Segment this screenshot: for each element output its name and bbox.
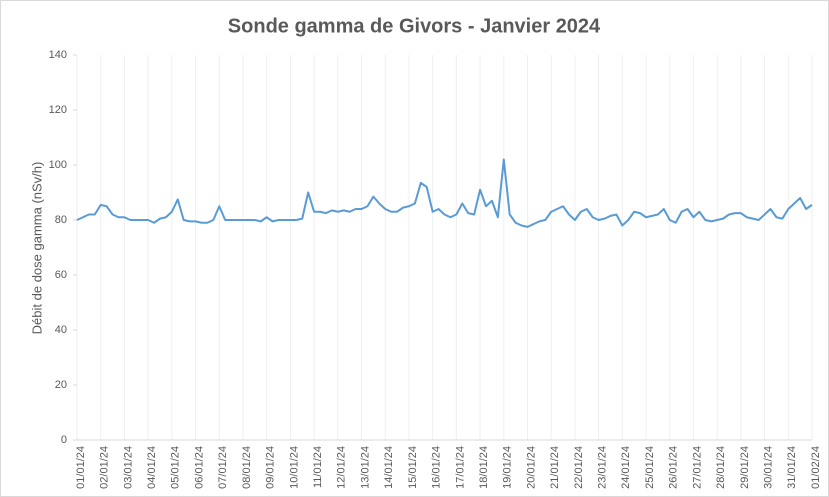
y-tick-label: 100 [49, 159, 67, 171]
x-tick-label: 08/01/24 [241, 446, 253, 489]
x-tick-label: 09/01/24 [265, 446, 277, 489]
x-tick-label: 13/01/24 [359, 446, 371, 489]
x-tick-label: 14/01/24 [383, 446, 395, 489]
y-axis-label: Débit de dose gamma (nSv/h) [29, 162, 44, 335]
x-tick-label: 30/01/24 [762, 446, 774, 489]
x-tick-label: 28/01/24 [715, 446, 727, 489]
x-tick-label: 17/01/24 [454, 446, 466, 489]
x-tick-label: 01/02/24 [810, 446, 822, 489]
x-tick-label: 01/01/24 [75, 446, 87, 489]
y-tick-label: 140 [49, 49, 67, 61]
x-tick-label: 05/01/24 [170, 446, 182, 489]
x-tick-label: 23/01/24 [597, 446, 609, 489]
x-tick-label: 25/01/24 [644, 446, 656, 489]
y-tick-label: 120 [49, 104, 67, 116]
y-tick-label: 80 [55, 214, 67, 226]
x-tick-label: 29/01/24 [739, 446, 751, 489]
x-tick-label: 11/01/24 [312, 446, 324, 488]
y-tick-label: 0 [61, 434, 67, 446]
x-tick-label: 26/01/24 [668, 446, 680, 489]
x-tick-label: 18/01/24 [478, 446, 490, 489]
x-tick-label: 12/01/24 [336, 446, 348, 489]
x-tick-label: 27/01/24 [691, 446, 703, 489]
x-tick-label: 07/01/24 [217, 446, 229, 489]
x-tick-label: 31/01/24 [786, 446, 798, 489]
x-tick-label: 20/01/24 [525, 446, 537, 489]
x-tick-label: 24/01/24 [620, 446, 632, 489]
x-tick-label: 22/01/24 [573, 446, 585, 489]
x-tick-label: 04/01/24 [146, 446, 158, 489]
x-tick-label: 19/01/24 [502, 446, 514, 489]
x-tick-label: 02/01/24 [99, 446, 111, 489]
x-tick-label: 10/01/24 [288, 446, 300, 489]
x-tick-label: 03/01/24 [122, 446, 134, 489]
data-line [76, 158, 813, 228]
x-tick-label: 06/01/24 [193, 446, 205, 489]
y-tick-label: 40 [55, 324, 67, 336]
y-tick-label: 20 [55, 379, 67, 391]
chart-title: Sonde gamma de Givors - Janvier 2024 [228, 15, 601, 37]
y-tick-label: 60 [55, 269, 67, 281]
x-tick-label: 16/01/24 [431, 446, 443, 489]
x-tick-label: 21/01/24 [549, 446, 561, 489]
x-tick-label: 15/01/24 [407, 446, 419, 489]
